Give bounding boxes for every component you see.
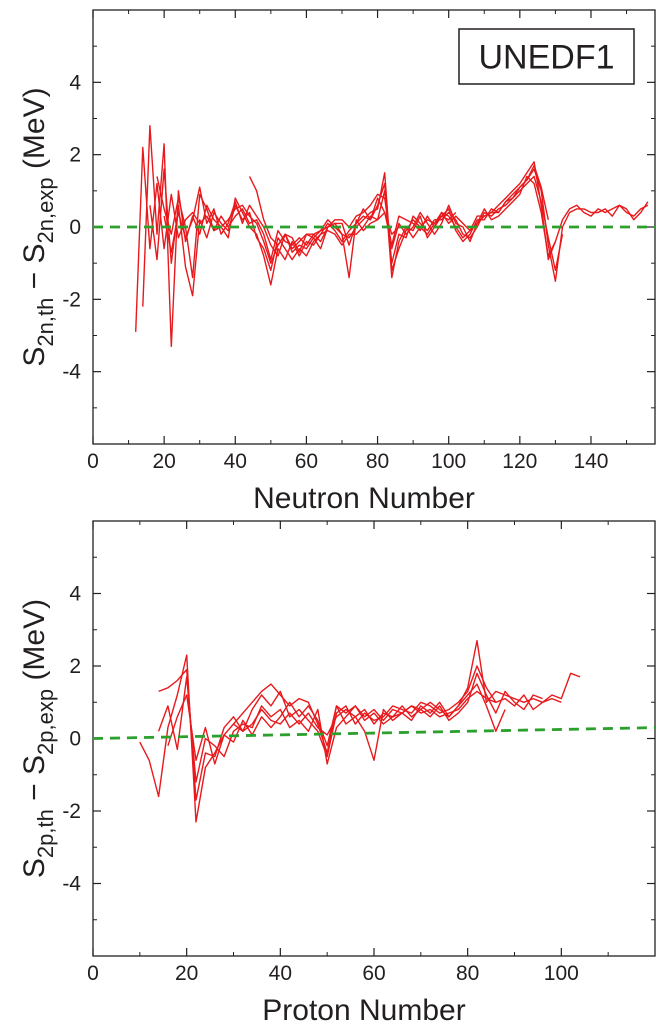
top-y-axis-title-sub2: 2n,exp [33,177,58,243]
top-x-tick-label: 40 [224,450,247,473]
top-y-tick-label: 4 [69,71,81,94]
bottom-y-axis-title-main: S [18,858,51,878]
bottom-y-tick-label: -4 [62,873,81,896]
bottom-y-axis-title-sub1: 2p,th [33,809,58,858]
top-series-chain-2 [142,124,649,348]
top-x-tick-label: 0 [87,450,99,473]
bottom-x-tick-label: 80 [456,962,479,985]
top-y-axis-title-unit: (MeV) [18,87,51,177]
bottom-plot-frame [92,520,656,957]
top-y-axis-title-dash: − S [18,243,51,297]
top-y-axis-title-sub1: 2n,th [33,298,58,347]
bottom-series-chain-5 [233,690,497,736]
top-series-chain-1 [135,146,649,332]
bottom-x-tick-label: 20 [175,962,198,985]
bottom-x-tick-label: 100 [544,962,579,985]
bottom-y-tick-label: 4 [69,583,81,606]
top-y-axis-title-main: S [18,347,51,367]
bottom-x-tick-label: 60 [362,962,385,985]
top-y-tick-label: 2 [69,144,81,167]
bottom-series-chain-2 [158,665,562,801]
top-y-axis-title: S2n,th − S2n,exp (MeV) [18,87,58,366]
bottom-y-tick-label: 2 [69,655,81,678]
bottom-series-chain-3 [157,672,543,783]
top-x-tick-label: 100 [431,450,466,473]
top-y-tick-label: -4 [62,361,81,384]
top-x-axis-title: Neutron Number [253,482,475,515]
top-series-chain-4 [156,175,557,279]
bottom-series-chain-4 [167,683,506,765]
top-x-tick-label: 120 [502,450,537,473]
bottom-y-axis-title-unit: (MeV) [18,599,51,689]
bottom-y-tick-label: -2 [62,800,81,823]
top-x-tick-label: 20 [152,450,175,473]
bottom-x-tick-label: 40 [269,962,292,985]
model-label: UNEDF1 [478,39,614,77]
bottom-series-group [139,639,581,823]
bottom-y-axis-title-sub2: 2p,exp [33,689,58,755]
top-x-tick-label: 60 [295,450,318,473]
top-y-tick-label: -2 [62,288,81,311]
bottom-y-axis-title: S2p,th − S2p,exp (MeV) [18,599,58,878]
top-y-tick-label: 0 [69,216,81,239]
bottom-reference-line [92,726,656,740]
bottom-x-axis-title: Proton Number [262,994,465,1027]
bottom-x-tick-label: 0 [87,962,99,985]
bottom-y-axis-title-dash: − S [18,755,51,809]
top-series-group [135,124,649,348]
top-x-tick-label: 140 [573,450,608,473]
bottom-y-tick-label: 0 [69,728,81,751]
top-series-chain-3 [149,168,564,297]
top-x-tick-label: 80 [366,450,389,473]
model-label-box [458,28,635,85]
